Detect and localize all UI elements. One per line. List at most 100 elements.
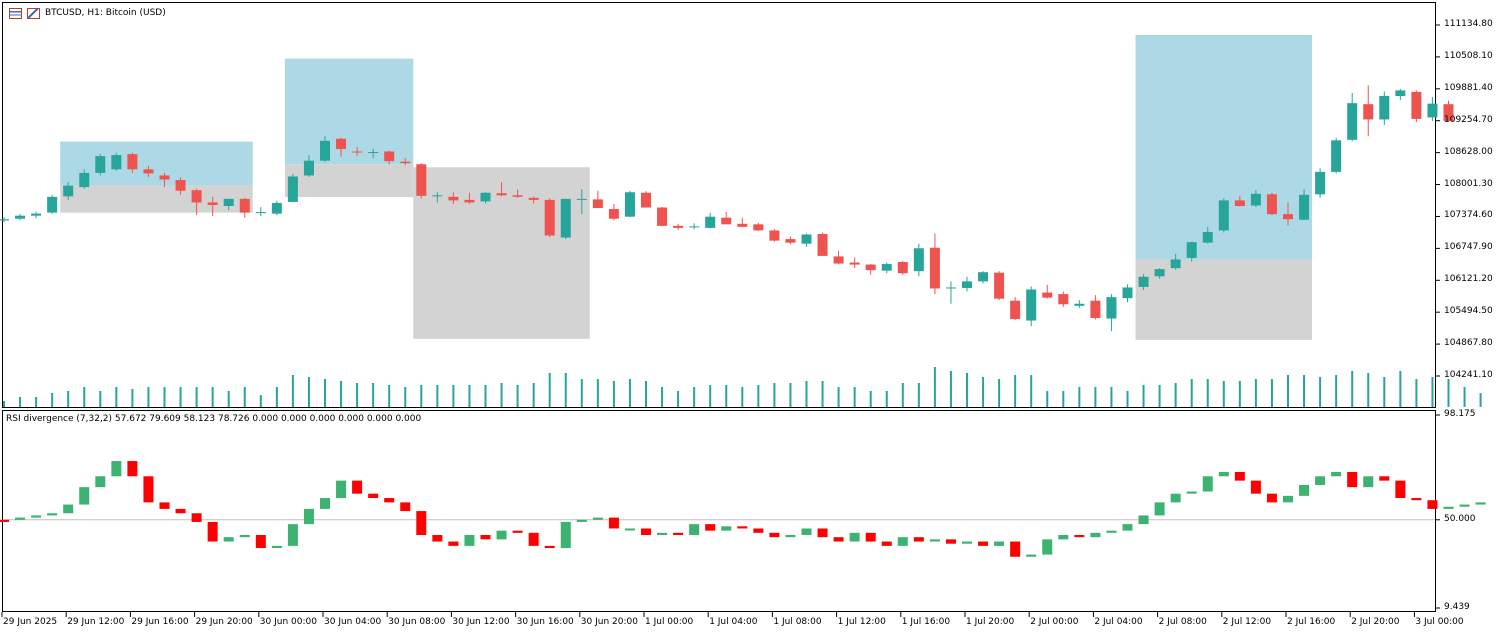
rsi-bar xyxy=(1250,480,1261,494)
time-axis-label: 30 Jun 08:00 xyxy=(388,617,446,627)
volume-bar xyxy=(67,391,70,407)
time-axis-label: 1 Jul 12:00 xyxy=(837,617,886,627)
rsi-bar xyxy=(255,535,266,549)
volume-bar xyxy=(1351,371,1354,407)
volume-bar xyxy=(500,383,503,407)
rsi-bar xyxy=(833,537,844,542)
time-axis-label: 2 Jul 12:00 xyxy=(1222,617,1272,627)
indicator-frame[interactable] xyxy=(2,410,1436,612)
rsi-bar xyxy=(1154,502,1165,516)
candle-body xyxy=(368,152,379,154)
rsi-bar xyxy=(223,537,234,542)
volume-bar xyxy=(1367,373,1370,407)
time-axis-label: 2 Jul 04:00 xyxy=(1094,617,1143,627)
volume-bar xyxy=(1319,377,1322,407)
candle-body xyxy=(191,190,202,203)
rsi-bar xyxy=(544,545,555,549)
rsi-bar xyxy=(95,476,106,488)
rsi-bar xyxy=(79,487,90,505)
candle-body xyxy=(945,287,956,289)
volume-bar xyxy=(356,383,359,407)
rsi-bar xyxy=(352,480,363,494)
volume-bar xyxy=(19,397,22,407)
volume-bar xyxy=(195,387,198,407)
main-chart-frame[interactable] xyxy=(2,2,1436,408)
candle-body xyxy=(496,193,507,196)
rsi-bar xyxy=(1106,530,1117,533)
candle-body xyxy=(1186,242,1197,258)
candle-body xyxy=(689,226,700,228)
time-axis-label: 29 Jun 2025 xyxy=(3,617,58,627)
volume-bar xyxy=(420,385,423,407)
rsi-bar xyxy=(1042,539,1053,555)
volume-bar xyxy=(484,385,487,407)
chart-title: BTCUSD, H1: Bitcoin (USD) xyxy=(45,8,166,18)
price-axis-label: 104241.10 xyxy=(1444,370,1493,380)
rsi-bar xyxy=(432,535,443,542)
rsi-bar xyxy=(1138,515,1149,525)
candle-body xyxy=(1010,300,1021,320)
rsi-bar xyxy=(127,461,138,477)
candle-body xyxy=(1266,194,1277,215)
rsi-bar xyxy=(1299,484,1310,496)
candle-body xyxy=(576,198,587,200)
rsi-bar xyxy=(1363,476,1374,488)
candle-body xyxy=(657,207,668,226)
rsi-bar xyxy=(929,539,940,542)
candle-body xyxy=(785,239,796,243)
volume-bar xyxy=(516,385,519,407)
candle-body xyxy=(1395,90,1406,97)
rsi-bar xyxy=(1234,471,1245,481)
candle-body xyxy=(833,256,844,264)
candle-body xyxy=(801,234,812,244)
rsi-bar xyxy=(1170,493,1181,503)
candle-body xyxy=(239,198,250,213)
candle-body xyxy=(175,180,186,191)
candle-body xyxy=(79,172,90,188)
volume-bar xyxy=(147,387,150,407)
volume-bar xyxy=(468,385,471,407)
market-watch-icon[interactable] xyxy=(27,8,40,19)
rsi-axis-label: 9.439 xyxy=(1444,602,1470,612)
volume-bar xyxy=(1287,375,1289,407)
volume-bar xyxy=(1447,379,1450,407)
volume-bar xyxy=(1158,385,1161,407)
rsi-bar xyxy=(336,480,347,499)
volume-bar xyxy=(805,381,808,407)
rsi-bar xyxy=(1315,476,1326,485)
volume-bar xyxy=(1190,379,1193,407)
price-axis-label: 110508.10 xyxy=(1444,50,1493,61)
candle-body xyxy=(1042,292,1053,298)
rsi-bar xyxy=(608,517,619,529)
volume-bar xyxy=(869,391,872,407)
rsi-bar xyxy=(320,498,330,509)
time-axis-label: 2 Jul 20:00 xyxy=(1351,617,1400,627)
rsi-bar xyxy=(400,502,411,512)
candle-body xyxy=(1090,300,1101,319)
candle-body xyxy=(47,196,58,213)
symbol-list-icon[interactable] xyxy=(9,8,22,19)
candle-body xyxy=(1331,140,1342,172)
volume-bar xyxy=(1046,391,1049,407)
volume-bar xyxy=(51,393,54,407)
candle-body xyxy=(592,199,603,209)
rsi-bar xyxy=(528,532,539,546)
rsi-bar xyxy=(849,532,860,542)
time-axis-label: 30 Jun 04:00 xyxy=(324,617,382,627)
volume-bar xyxy=(1078,387,1081,407)
rsi-bar xyxy=(1122,524,1133,531)
candle-body xyxy=(560,198,571,238)
candle-body xyxy=(111,155,122,170)
candle-body xyxy=(320,140,330,161)
candle-body xyxy=(207,202,218,205)
volume-bar xyxy=(580,379,583,407)
rsi-bar xyxy=(817,528,828,538)
candle-body xyxy=(512,195,523,197)
candle-body xyxy=(897,262,908,274)
volume-bar xyxy=(340,381,343,407)
rsi-bar xyxy=(689,524,700,536)
rsi-bar xyxy=(624,528,635,531)
rsi-bar xyxy=(673,532,684,536)
rsi-bar xyxy=(1411,498,1422,501)
